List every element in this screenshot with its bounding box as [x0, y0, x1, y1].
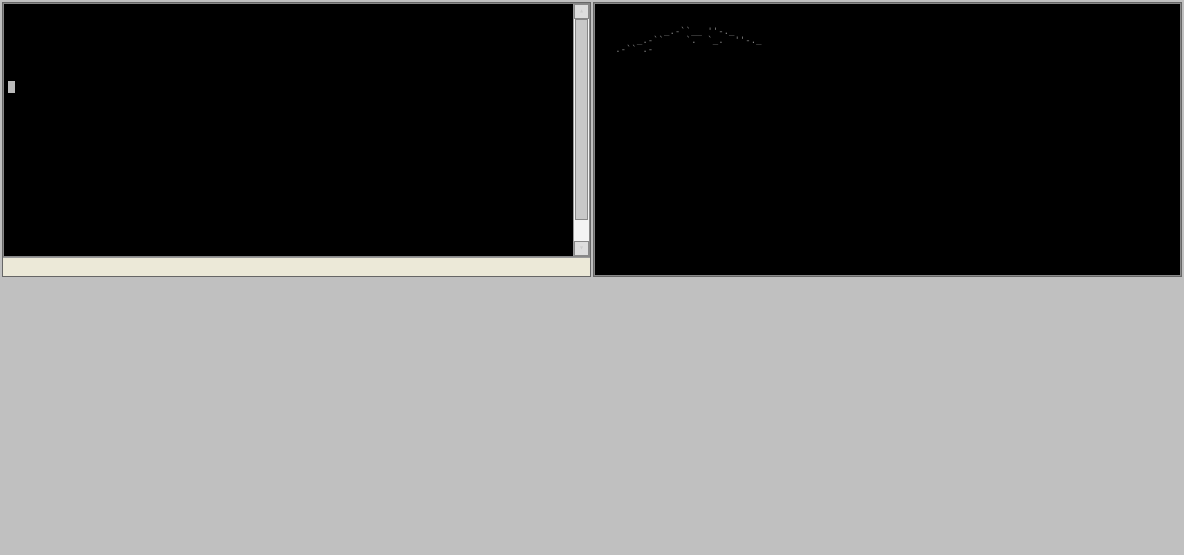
lightning-icon [290, 262, 300, 272]
cursor [8, 81, 15, 93]
scroll-up-button[interactable]: ▴ [574, 4, 589, 19]
terminal-6[interactable]: ▴ ▾ [3, 3, 590, 257]
scrollbar[interactable]: ▴ ▾ [573, 4, 589, 256]
tab-bar-6[interactable] [3, 257, 590, 276]
scroll-down-button[interactable]: ▾ [574, 241, 589, 256]
redis-ascii-logo: _.-``__ ''-._ _.-`` `. `_. ''-._ .-`` .- [599, 28, 762, 55]
pane-7: _.-``__ ''-._ _.-`` `. `_. ''-._ .-`` .- [593, 2, 1182, 277]
terminal-7[interactable]: _.-``__ ''-._ _.-`` `. `_. ''-._ .-`` .- [594, 3, 1181, 276]
pane-6: ▴ ▾ [2, 2, 591, 277]
